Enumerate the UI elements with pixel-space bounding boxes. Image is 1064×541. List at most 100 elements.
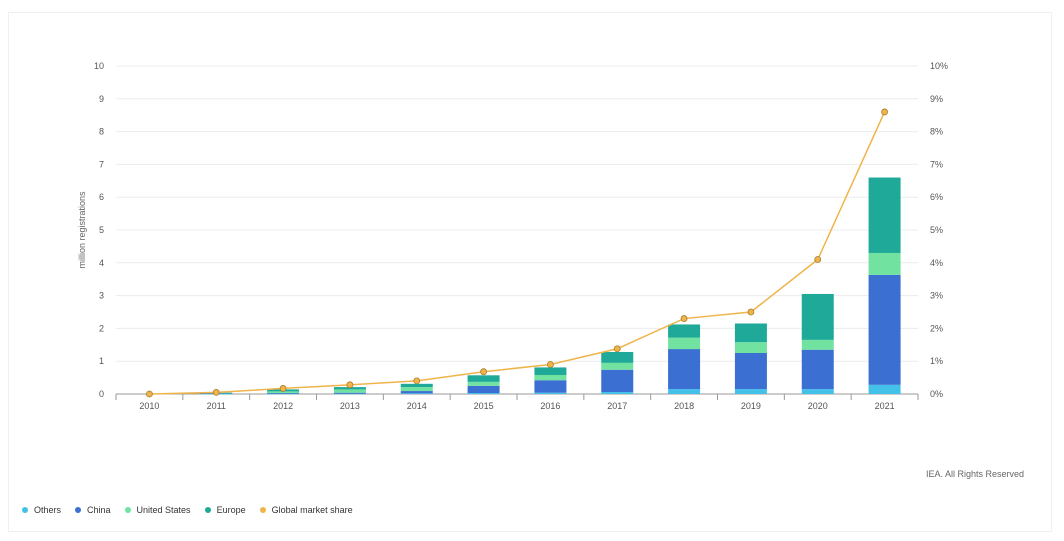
bar-europe <box>400 383 433 388</box>
x-tick-label: 2017 <box>607 401 627 411</box>
y2-tick-label: 8% <box>930 127 943 137</box>
y-tick-label: 10 <box>94 61 104 71</box>
y-tick-label: 0 <box>99 389 104 399</box>
bar-united-states <box>467 381 500 386</box>
legend-item-europe[interactable]: Europe <box>204 505 246 515</box>
market-share-point <box>881 108 888 116</box>
bar-china <box>668 349 701 390</box>
y-tick-label: 8 <box>99 127 104 137</box>
y-tick-label: 4 <box>99 258 104 268</box>
bar-united-states <box>801 339 834 350</box>
bar-others <box>801 389 834 394</box>
y-tick-label: 5 <box>99 225 104 235</box>
bar-china <box>534 380 567 393</box>
y2-tick-label: 0% <box>930 389 943 399</box>
legend-label-europe: Europe <box>216 505 246 515</box>
bar-china <box>333 392 366 394</box>
bar-china <box>868 274 901 385</box>
bar-china <box>801 349 834 390</box>
legend-item-others[interactable]: Others <box>22 505 61 515</box>
y-tick-label: 6 <box>99 192 104 202</box>
legend-label-global-market-share: Global market share <box>271 505 353 515</box>
market-share-point <box>279 385 287 392</box>
bar-china <box>601 369 634 393</box>
market-share-point <box>413 377 421 385</box>
y2-tick-label: 6% <box>930 192 943 202</box>
bar-china <box>467 385 500 394</box>
x-tick-label: 2012 <box>273 401 293 411</box>
y2-tick-label: 5% <box>930 225 943 235</box>
market-share-line <box>149 111 886 395</box>
bar-united-states <box>868 252 901 275</box>
x-tick-label: 2013 <box>340 401 360 411</box>
y-tick-label: 3 <box>99 291 104 301</box>
x-tick-label: 2015 <box>474 401 494 411</box>
legend-swatch-europe <box>204 507 211 513</box>
legend-label-united-states: United States <box>136 505 191 515</box>
y2-tick-label: 9% <box>930 94 943 104</box>
bar-others <box>601 392 634 394</box>
bar-china <box>400 391 433 394</box>
bar-united-states <box>734 342 767 353</box>
y2-tick-label: 2% <box>930 323 943 333</box>
legend-label-others: Others <box>34 505 62 515</box>
x-tick-label: 2014 <box>407 401 427 411</box>
bar-others <box>734 389 767 394</box>
bar-united-states <box>601 362 634 370</box>
bar-europe <box>333 387 366 390</box>
y2-tick-label: 4% <box>930 258 943 268</box>
x-tick-label: 2016 <box>540 401 560 411</box>
x-tick-label: 2010 <box>139 401 159 411</box>
y2-tick-label: 1% <box>930 356 943 366</box>
bar-others <box>267 393 300 395</box>
market-share-point <box>613 345 621 353</box>
bar-europe <box>534 367 567 375</box>
bar-others <box>868 384 901 394</box>
y2-tick-label: 10% <box>930 61 948 71</box>
market-share-point <box>212 388 220 396</box>
bar-others <box>534 392 567 394</box>
bar-europe <box>601 352 634 363</box>
bar-china <box>734 353 767 390</box>
market-share-point <box>547 361 554 368</box>
bar-europe <box>467 375 500 382</box>
y2-tick-label: 3% <box>930 291 943 301</box>
bar-united-states <box>534 374 567 381</box>
bar-united-states <box>400 387 433 392</box>
y-axis-title: million registrations <box>77 191 87 269</box>
bar-united-states <box>267 391 300 394</box>
market-share-point <box>346 381 354 389</box>
bar-europe <box>868 177 901 253</box>
legend-swatch-others <box>22 507 28 513</box>
legend-swatch-global-market-share <box>259 507 266 513</box>
x-tick-label: 2019 <box>741 401 761 411</box>
bar-europe <box>734 323 767 343</box>
bar-united-states <box>668 337 701 350</box>
bar-others <box>467 393 500 394</box>
y-tick-label: 2 <box>99 323 104 333</box>
y-tick-label: 7 <box>99 159 104 169</box>
x-tick-label: 2021 <box>875 401 895 411</box>
legend-item-china[interactable]: China <box>75 505 111 515</box>
bar-europe <box>801 293 834 340</box>
bar-europe <box>668 324 701 338</box>
credit-text: IEA. All Rights Reserved <box>926 469 1025 479</box>
y-tick-label: 9 <box>99 94 104 104</box>
market-share-point <box>814 256 822 263</box>
x-tick-label: 2020 <box>808 401 828 411</box>
x-tick-label: 2011 <box>207 401 226 411</box>
market-share-point <box>146 390 153 398</box>
market-share-point <box>680 315 688 322</box>
x-tick-label: 2018 <box>674 401 694 411</box>
bar-others <box>400 393 433 394</box>
bar-united-states <box>333 389 366 393</box>
legend-item-global-market-share[interactable]: Global market share <box>259 505 353 515</box>
legend-swatch-united-states <box>124 507 131 513</box>
legend: Others China United States Europe Global… <box>22 505 353 515</box>
legend-item-united-states[interactable]: United States <box>124 505 191 515</box>
y2-tick-label: 7% <box>930 159 943 169</box>
bar-others <box>333 393 366 395</box>
legend-swatch-china <box>75 507 82 513</box>
legend-label-china: China <box>87 505 111 515</box>
